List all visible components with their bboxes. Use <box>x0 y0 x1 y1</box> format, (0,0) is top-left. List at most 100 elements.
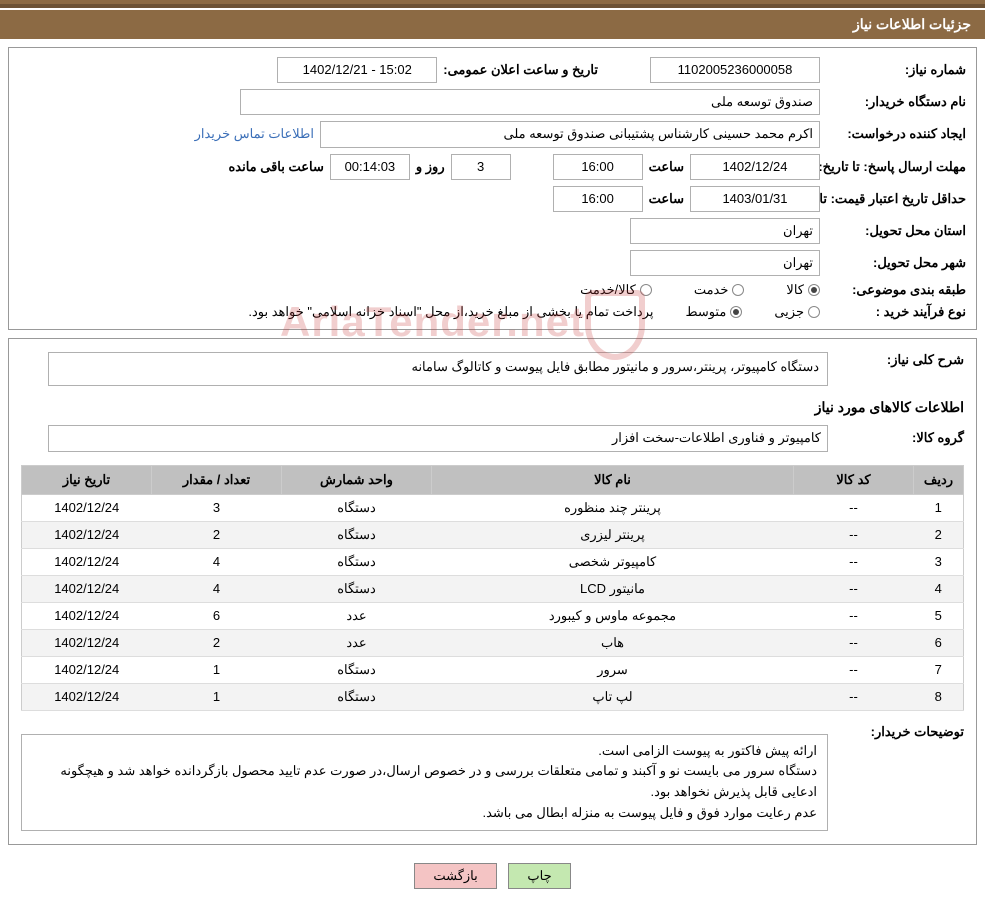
goods-group-label: گروه کالا: <box>834 430 964 446</box>
cell-qty: 4 <box>152 575 282 602</box>
cell-code: -- <box>794 575 914 602</box>
cell-unit: دستگاه <box>282 548 432 575</box>
goods-group-value: کامپیوتر و فناوری اطلاعات-سخت افزار <box>48 425 828 451</box>
subject-class-label: طبقه بندی موضوعی: <box>826 282 966 298</box>
table-row: 7--سروردستگاه11402/12/24 <box>22 656 964 683</box>
page-title-bar: جزئیات اطلاعات نیاز <box>0 10 985 39</box>
cell-row: 6 <box>914 629 964 656</box>
cell-name: پرینتر چند منظوره <box>432 494 794 521</box>
need-number-value: 1102005236000058 <box>650 57 820 83</box>
radio-icon <box>808 306 820 318</box>
cell-need_date: 1402/12/24 <box>22 602 152 629</box>
cell-code: -- <box>794 656 914 683</box>
deadline-date-value: 1402/12/24 <box>690 154 820 180</box>
table-row: 8--لپ تاپدستگاه11402/12/24 <box>22 683 964 710</box>
cell-name: هاب <box>432 629 794 656</box>
delivery-city-value: تهران <box>630 250 820 276</box>
cell-row: 2 <box>914 521 964 548</box>
cell-qty: 1 <box>152 656 282 683</box>
cell-qty: 2 <box>152 521 282 548</box>
radio-icon <box>730 306 742 318</box>
radio-icon <box>732 284 744 296</box>
cell-unit: دستگاه <box>282 683 432 710</box>
class-goods-radio[interactable]: کالا <box>786 282 820 298</box>
page-title: جزئیات اطلاعات نیاز <box>853 16 971 32</box>
buyer-notes-box: ارائه پیش فاکتور به پیوست الزامی است. دس… <box>21 734 828 831</box>
col-row: ردیف <box>914 465 964 494</box>
col-qty: تعداد / مقدار <box>152 465 282 494</box>
delivery-province-value: تهران <box>630 218 820 244</box>
button-row: چاپ بازگشت <box>0 853 985 899</box>
print-button[interactable]: چاپ <box>508 863 570 889</box>
buyer-notes-label: توضیحات خریدار: <box>834 724 964 740</box>
radio-icon <box>640 284 652 296</box>
need-desc-value: دستگاه کامپیوتر، پرینتر،سرور و مانیتور م… <box>48 352 828 386</box>
cell-qty: 4 <box>152 548 282 575</box>
cell-name: سرور <box>432 656 794 683</box>
col-need-date: تاریخ نیاز <box>22 465 152 494</box>
note-line: عدم رعایت موارد فوق و فایل پیوست به منزل… <box>32 803 817 824</box>
deadline-label: مهلت ارسال پاسخ: تا تاریخ: <box>826 159 966 175</box>
cell-need_date: 1402/12/24 <box>22 629 152 656</box>
cell-code: -- <box>794 548 914 575</box>
deadline-time-value: 16:00 <box>553 154 643 180</box>
cell-unit: عدد <box>282 602 432 629</box>
time-label-1: ساعت <box>649 159 684 175</box>
cell-need_date: 1402/12/24 <box>22 656 152 683</box>
need-desc-label: شرح کلی نیاز: <box>834 352 964 368</box>
cell-code: -- <box>794 521 914 548</box>
requester-label: ایجاد کننده درخواست: <box>826 126 966 142</box>
table-row: 1--پرینتر چند منظورهدستگاه31402/12/24 <box>22 494 964 521</box>
cell-name: کامپیوتر شخصی <box>432 548 794 575</box>
buyer-org-value: صندوق توسعه ملی <box>240 89 820 115</box>
type-medium-radio[interactable]: متوسط <box>685 304 742 320</box>
cell-row: 7 <box>914 656 964 683</box>
type-partial-radio[interactable]: جزیی <box>774 304 820 320</box>
cell-code: -- <box>794 494 914 521</box>
table-row: 3--کامپیوتر شخصیدستگاه41402/12/24 <box>22 548 964 575</box>
cell-qty: 3 <box>152 494 282 521</box>
countdown-days-value: 3 <box>451 154 511 180</box>
cell-need_date: 1402/12/24 <box>22 548 152 575</box>
requester-value: اکرم محمد حسینی کارشناس پشتیبانی صندوق ت… <box>320 121 820 147</box>
cell-need_date: 1402/12/24 <box>22 683 152 710</box>
radio-icon <box>808 284 820 296</box>
cell-row: 1 <box>914 494 964 521</box>
top-accent-bar <box>0 0 985 8</box>
delivery-province-label: استان محل تحویل: <box>826 223 966 239</box>
cell-unit: دستگاه <box>282 575 432 602</box>
cell-row: 5 <box>914 602 964 629</box>
cell-need_date: 1402/12/24 <box>22 521 152 548</box>
time-label-2: ساعت <box>649 191 684 207</box>
purchase-type-label: نوع فرآیند خرید : <box>826 304 966 320</box>
purchase-note: پرداخت تمام یا بخشی از مبلغ خرید،از محل … <box>248 304 653 320</box>
need-panel: شرح کلی نیاز: دستگاه کامپیوتر، پرینتر،سر… <box>8 338 977 844</box>
note-line: ارائه پیش فاکتور به پیوست الزامی است. <box>32 741 817 762</box>
cell-qty: 2 <box>152 629 282 656</box>
table-row: 6--هابعدد21402/12/24 <box>22 629 964 656</box>
announce-datetime-value: 1402/12/21 - 15:02 <box>277 57 437 83</box>
table-row: 5--مجموعه ماوس و کیبوردعدد61402/12/24 <box>22 602 964 629</box>
need-number-label: شماره نیاز: <box>826 62 966 78</box>
buyer-contact-link[interactable]: اطلاعات تماس خریدار <box>195 126 314 142</box>
table-row: 2--پرینتر لیزریدستگاه21402/12/24 <box>22 521 964 548</box>
cell-row: 8 <box>914 683 964 710</box>
items-section-title: اطلاعات کالاهای مورد نیاز <box>21 399 964 416</box>
cell-name: لپ تاپ <box>432 683 794 710</box>
buyer-org-label: نام دستگاه خریدار: <box>826 94 966 110</box>
countdown-days-label: روز و <box>416 159 445 175</box>
announce-datetime-label: تاریخ و ساعت اعلان عمومی: <box>443 62 598 78</box>
validity-time-value: 16:00 <box>553 186 643 212</box>
cell-code: -- <box>794 602 914 629</box>
class-goods-service-radio[interactable]: کالا/خدمت <box>580 282 652 298</box>
note-line: دستگاه سرور می بایست نو و آکبند و تمامی … <box>32 761 817 803</box>
validity-date-value: 1403/01/31 <box>690 186 820 212</box>
col-unit: واحد شمارش <box>282 465 432 494</box>
validity-label: حداقل تاریخ اعتبار قیمت: تا تاریخ: <box>826 191 966 207</box>
back-button[interactable]: بازگشت <box>414 863 496 889</box>
class-service-radio[interactable]: خدمت <box>694 282 745 298</box>
cell-name: مانیتور LCD <box>432 575 794 602</box>
cell-unit: دستگاه <box>282 656 432 683</box>
table-row: 4--مانیتور LCDدستگاه41402/12/24 <box>22 575 964 602</box>
countdown-remain-label: ساعت باقی مانده <box>228 159 323 175</box>
